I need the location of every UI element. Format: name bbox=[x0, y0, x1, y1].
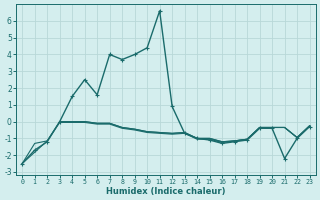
X-axis label: Humidex (Indice chaleur): Humidex (Indice chaleur) bbox=[106, 187, 226, 196]
